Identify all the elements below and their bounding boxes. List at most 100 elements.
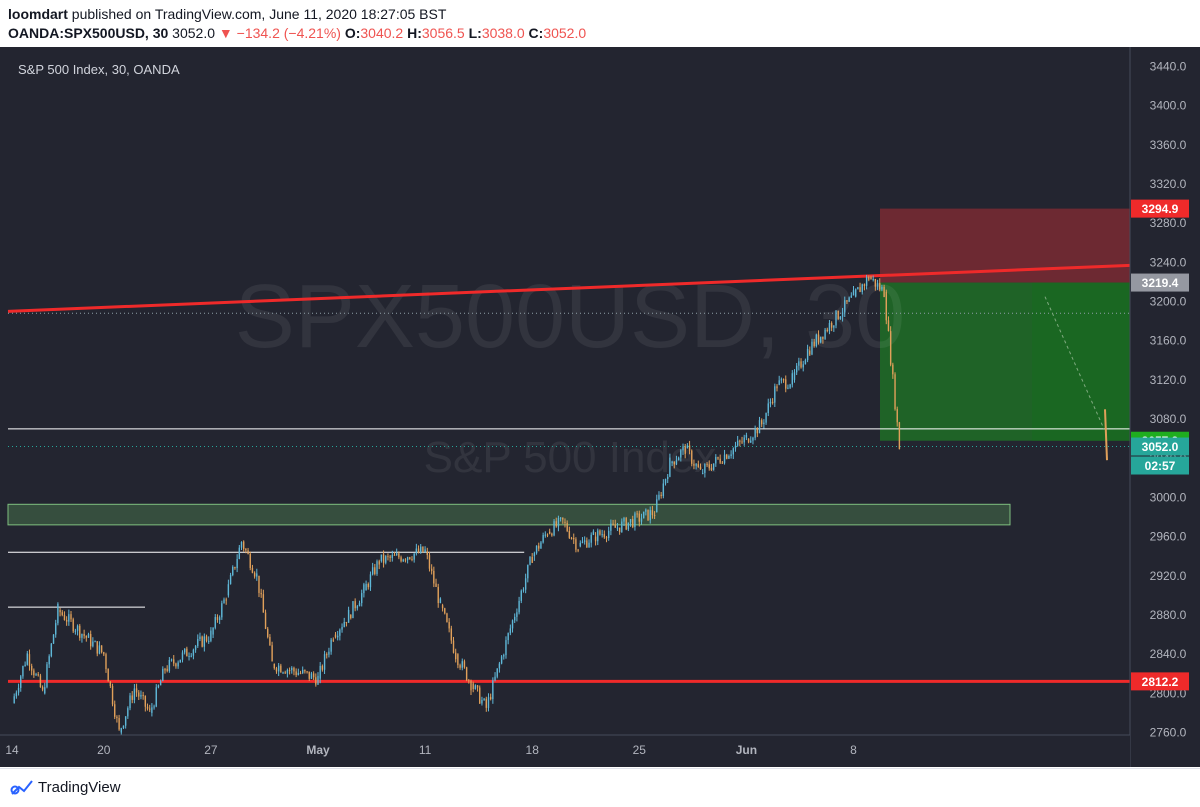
- time-axis[interactable]: [0, 735, 1130, 767]
- author-name[interactable]: loomdart: [8, 6, 68, 22]
- candle-body: [828, 322, 831, 331]
- candle-body: [350, 614, 352, 619]
- candle-body: [555, 521, 557, 527]
- y-tick-label: 3240.0: [1150, 255, 1187, 269]
- candle-body: [820, 336, 822, 343]
- candle-body: [269, 636, 271, 646]
- candle-body: [815, 334, 818, 347]
- candle-body: [30, 665, 33, 671]
- candle-body: [577, 549, 579, 551]
- candle-body: [712, 463, 715, 470]
- candle-body: [601, 534, 603, 536]
- tradingview-brand[interactable]: TradingView: [38, 779, 121, 796]
- candle-body: [450, 628, 453, 641]
- candle-body: [105, 654, 107, 670]
- candle-body: [669, 457, 671, 477]
- candle-body: [433, 570, 435, 584]
- candle-body: [205, 636, 208, 641]
- candle-body: [673, 461, 675, 465]
- bar-countdown: 02:57: [1145, 459, 1176, 473]
- candle-body: [489, 697, 492, 700]
- candle-body: [39, 675, 42, 688]
- candle-body: [378, 561, 380, 565]
- publish-date: published on TradingView.com, June 11, 2…: [71, 6, 447, 22]
- candle-body: [660, 494, 662, 496]
- candle-body: [194, 646, 197, 650]
- candle-body: [505, 640, 507, 656]
- symbol-label[interactable]: OANDA:SPX500USD, 30: [8, 25, 169, 41]
- candle-body: [345, 621, 348, 623]
- y-tick-label: 3400.0: [1150, 99, 1187, 113]
- price-axis-label: 3294.9: [1142, 202, 1179, 216]
- candle-body: [538, 545, 540, 549]
- candle-body: [583, 540, 586, 542]
- candle-body: [570, 537, 573, 539]
- candle-body: [441, 605, 444, 609]
- candle-body: [50, 643, 53, 657]
- candle-body: [647, 509, 649, 521]
- candle-body: [188, 655, 190, 657]
- candle-body: [487, 697, 490, 709]
- candle-body: [229, 575, 232, 585]
- candle-body: [87, 634, 90, 638]
- candle-body: [411, 559, 413, 561]
- price-chart[interactable]: SPX500USD, 30 S&P 500 Index S&P 500 Inde…: [0, 47, 1200, 767]
- candle-body: [256, 573, 258, 577]
- candle-body: [422, 546, 424, 553]
- y-tick-label: 3320.0: [1150, 177, 1187, 191]
- candle-body: [201, 636, 203, 647]
- candle-body: [715, 457, 717, 464]
- candle-body: [328, 651, 330, 655]
- candle-body: [65, 619, 68, 622]
- candle-body: [520, 590, 522, 601]
- candle-body: [111, 686, 114, 705]
- candle-body: [424, 549, 426, 553]
- candle-body: [22, 665, 24, 677]
- candle-body: [59, 610, 61, 613]
- candle-body: [717, 457, 719, 459]
- candle-body: [706, 464, 708, 466]
- candle-body: [771, 401, 774, 403]
- candle-body: [157, 685, 160, 688]
- candle-body: [885, 291, 887, 321]
- candle-body: [262, 594, 265, 613]
- candle-body: [588, 542, 590, 548]
- candle-body: [367, 584, 369, 588]
- candle-body: [404, 559, 407, 561]
- candle-body: [850, 295, 853, 298]
- candle-body: [267, 628, 269, 637]
- chart-title: S&P 500 Index, 30, OANDA: [18, 62, 180, 77]
- candle-body: [833, 325, 835, 328]
- price-axis[interactable]: [1130, 47, 1200, 767]
- price-axis-label: 2812.2: [1142, 675, 1179, 689]
- candle-body: [634, 513, 636, 528]
- price-axis-label: 3219.4: [1142, 276, 1179, 290]
- candle-body: [282, 672, 284, 674]
- candle-body: [253, 572, 256, 577]
- candle-body: [568, 530, 571, 538]
- publish-header: loomdart published on TradingView.com, J…: [0, 0, 1200, 46]
- price-axis-label: 3052.0: [1142, 440, 1179, 454]
- candle-body: [559, 517, 562, 519]
- candle-body: [863, 284, 866, 286]
- y-tick-label: 3080.0: [1150, 412, 1187, 426]
- candle-body: [719, 458, 721, 463]
- candle-body: [24, 664, 26, 666]
- x-tick-label: Jun: [736, 743, 757, 757]
- candle-body: [225, 599, 227, 601]
- candle-body: [133, 688, 136, 700]
- candle-body: [365, 584, 367, 591]
- candle-body: [124, 716, 127, 726]
- candle-body: [459, 665, 461, 668]
- candle-body: [118, 718, 120, 730]
- candle-body: [618, 527, 621, 532]
- candle-body: [455, 652, 457, 660]
- candle-body: [548, 531, 551, 534]
- tradingview-logo-icon[interactable]: [10, 778, 34, 796]
- high-label: H:: [407, 25, 422, 41]
- candle-body: [732, 448, 734, 455]
- candle-body: [557, 518, 560, 527]
- candle-body: [393, 554, 396, 556]
- candle-body: [79, 625, 81, 638]
- chart-area[interactable]: SPX500USD, 30 S&P 500 Index S&P 500 Inde…: [0, 47, 1200, 767]
